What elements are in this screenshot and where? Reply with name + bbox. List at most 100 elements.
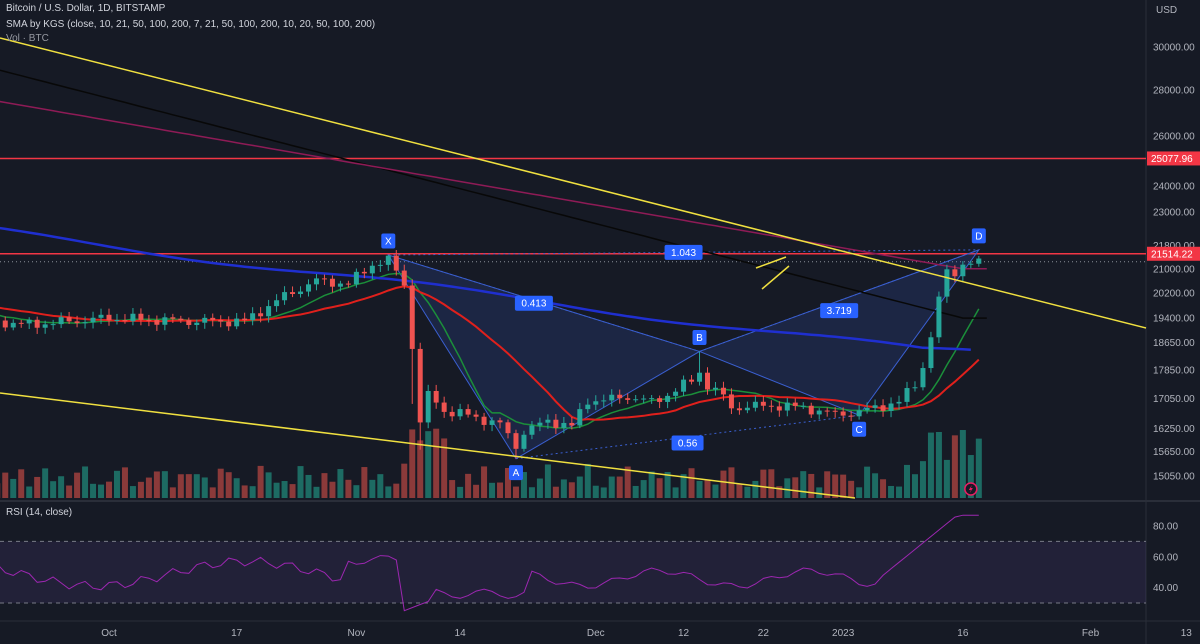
- lightning-icon: [968, 485, 973, 493]
- volume-bar: [656, 478, 663, 498]
- candle-body: [266, 306, 272, 317]
- candle-body: [258, 313, 264, 317]
- candle-body: [441, 402, 447, 412]
- time-tick-label: 17: [231, 628, 243, 639]
- point-label-a-bg: [508, 465, 523, 481]
- candle-body: [242, 318, 248, 321]
- ratio-label-bg: [820, 303, 859, 319]
- volume-bar: [752, 480, 759, 498]
- volume-bar: [273, 482, 280, 498]
- volume-bar: [904, 464, 910, 498]
- volume-bar: [489, 482, 496, 498]
- volume-indicator-label[interactable]: Vol · BTC: [6, 33, 49, 44]
- candle-body: [928, 337, 934, 369]
- ratio-label: 3.719: [827, 306, 852, 317]
- candle-body: [417, 348, 423, 423]
- rsi-tick-label: 60.00: [1153, 552, 1178, 563]
- volume-bar: [473, 484, 480, 498]
- rsi-tick-label: 80.00: [1153, 522, 1178, 533]
- candle-body: [401, 270, 407, 286]
- candle-body: [872, 405, 878, 408]
- point-label-c: C: [856, 425, 863, 436]
- price-tick-label: 16250.00: [1153, 424, 1195, 435]
- volume-bar: [784, 478, 791, 498]
- candle-body: [234, 318, 240, 327]
- volume-bar: [800, 471, 807, 498]
- volume-bar: [568, 482, 575, 498]
- volume-bar: [632, 485, 639, 498]
- volume-bar: [935, 431, 942, 498]
- candle-body: [864, 407, 870, 411]
- candle-body: [226, 321, 232, 327]
- candle-body: [505, 422, 511, 434]
- volume-bar: [361, 467, 368, 498]
- rsi-band: [0, 541, 1146, 603]
- price-tick-label: 24000.00: [1153, 181, 1195, 192]
- price-label: 21514.22: [1151, 249, 1193, 260]
- volume-bar: [449, 480, 456, 498]
- candle-body: [904, 388, 910, 402]
- volume-bar: [584, 463, 591, 498]
- candle-body: [178, 318, 184, 321]
- volume-bar: [425, 431, 432, 498]
- rsi-indicator-label[interactable]: RSI (14, close): [6, 507, 73, 518]
- sma-indicator-label[interactable]: SMA by KGS (close, 10, 21, 50, 100, 200,…: [6, 19, 376, 30]
- candle-body: [194, 322, 200, 325]
- volume-bar: [385, 486, 392, 498]
- volume-bar: [528, 487, 535, 498]
- candle-body: [744, 407, 750, 411]
- volume-bar: [393, 483, 400, 498]
- candle-body: [625, 398, 631, 400]
- time-tick-label: 12: [678, 628, 690, 639]
- point-label-d-bg: [971, 228, 986, 244]
- volume-bar: [241, 485, 248, 498]
- candle-body: [697, 372, 703, 382]
- candle-body: [561, 422, 567, 428]
- candle-body: [553, 419, 559, 428]
- candle-body: [649, 398, 655, 400]
- price-tick-label: 23000.00: [1153, 208, 1195, 219]
- volume-bar: [297, 466, 304, 498]
- volume-bar: [353, 485, 360, 498]
- candle-body: [98, 314, 104, 318]
- volume-bar: [680, 474, 687, 498]
- point-label-a: A: [513, 468, 520, 479]
- volume-bar: [58, 476, 65, 498]
- time-tick-label: 13: [1181, 628, 1193, 639]
- candle-body: [409, 285, 415, 349]
- candle-body: [513, 433, 519, 449]
- candle-body: [290, 292, 296, 295]
- volume-bar: [648, 471, 655, 498]
- candle-body: [202, 317, 208, 323]
- candle-body: [18, 322, 24, 324]
- volume-bar: [377, 474, 384, 498]
- volume-bar: [776, 486, 783, 498]
- candle-body: [50, 324, 56, 326]
- volume-bar: [856, 487, 863, 498]
- candle-body: [816, 410, 822, 415]
- volume-bar: [896, 486, 903, 498]
- price-tick-label: 21000.00: [1153, 264, 1195, 275]
- volume-bar: [106, 481, 112, 498]
- candle-body: [74, 321, 80, 324]
- ratio-label-bg: [514, 295, 553, 311]
- candle-body: [912, 387, 918, 389]
- price-tick-label: 18650.00: [1153, 338, 1195, 349]
- volume-bar: [736, 483, 743, 498]
- candle-body: [521, 434, 527, 449]
- candle-body: [130, 313, 136, 322]
- volume-bar: [672, 487, 679, 498]
- volume-bar: [888, 485, 895, 498]
- time-tick-label: Feb: [1082, 628, 1100, 639]
- volume-bar: [560, 479, 567, 498]
- volume-bar: [201, 477, 208, 498]
- volume-bar: [2, 472, 9, 498]
- volume-bar: [592, 485, 599, 498]
- sma-100-line: [0, 226, 971, 351]
- volume-bar: [329, 481, 336, 498]
- volume-bar: [497, 482, 504, 498]
- lower-trendline: [0, 392, 856, 499]
- ratio-label-bg: [664, 244, 703, 260]
- point-label-d: D: [975, 231, 982, 242]
